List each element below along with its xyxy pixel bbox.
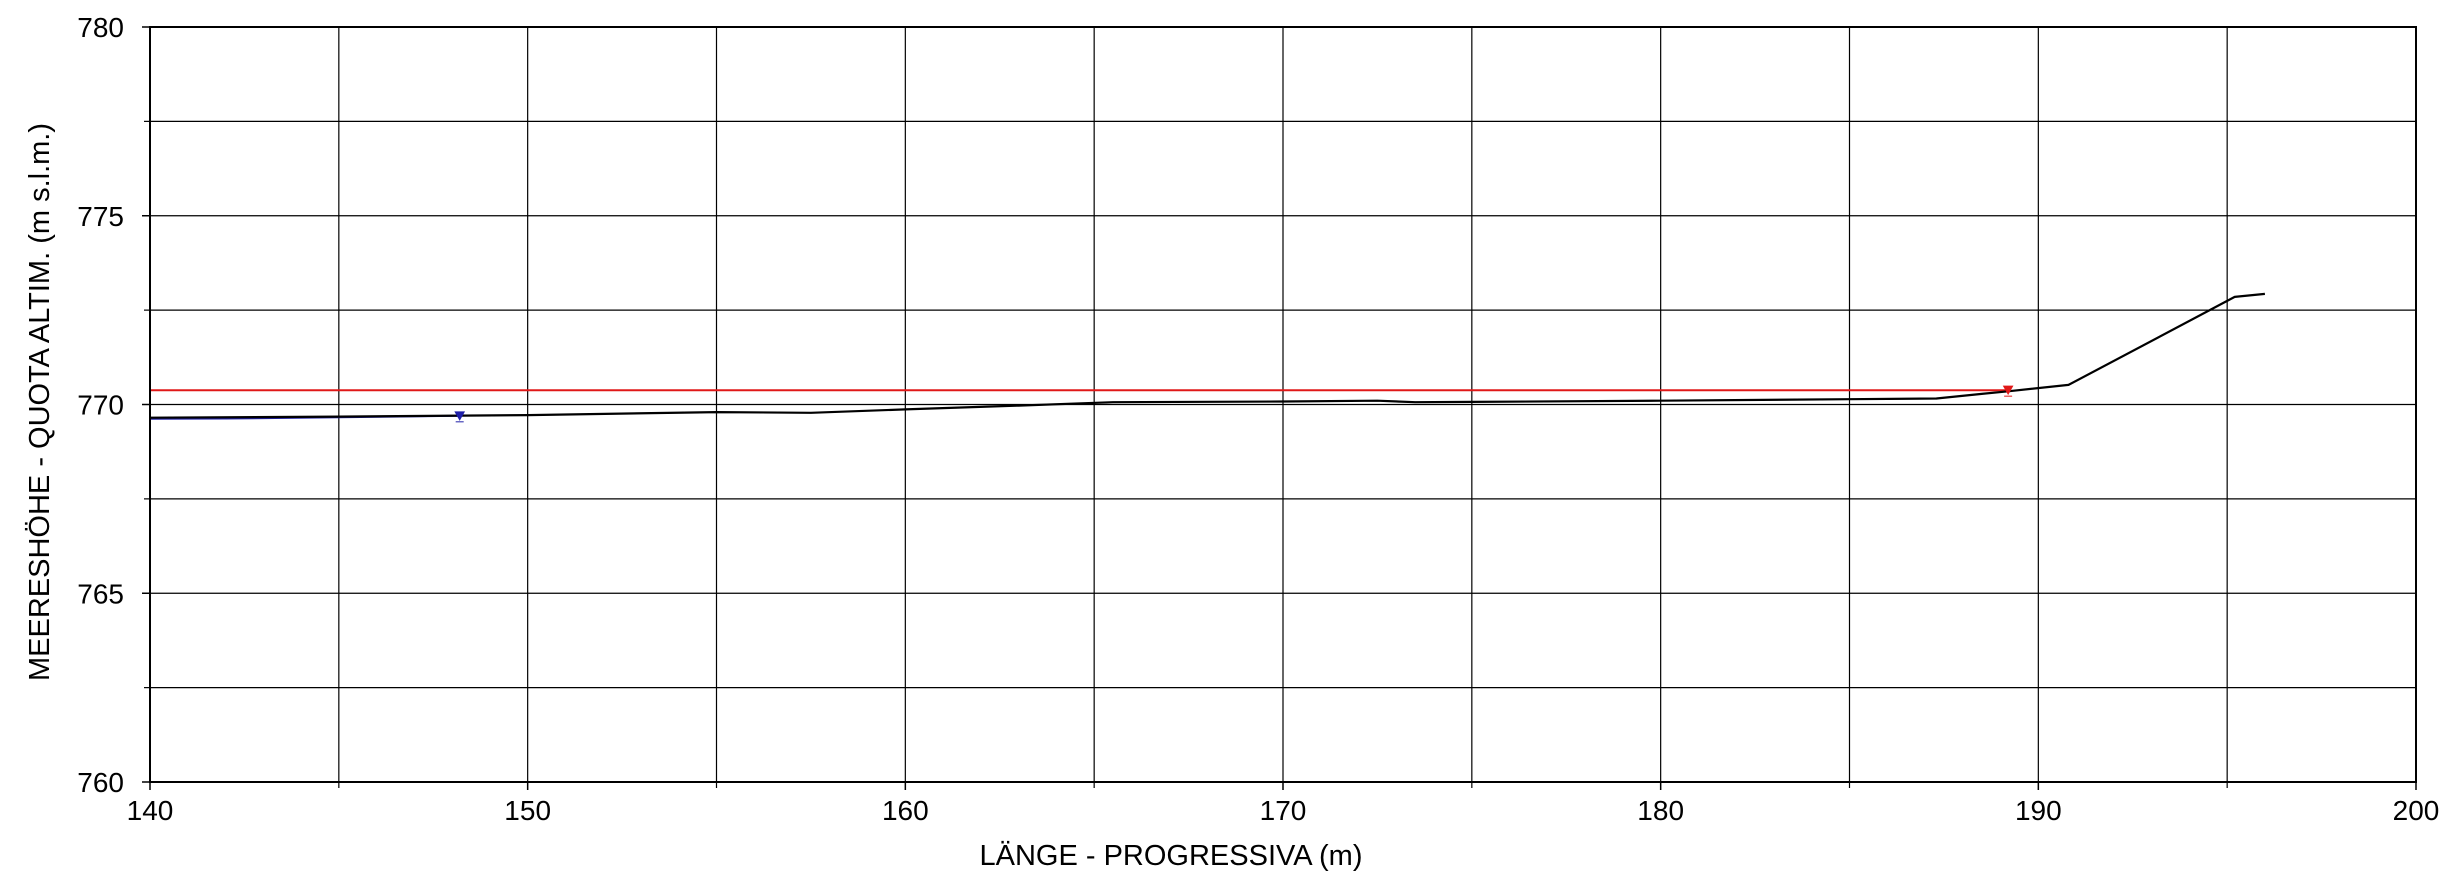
y-tick-label: 770: [77, 390, 124, 421]
grid: [150, 27, 2416, 782]
y-tick-label: 765: [77, 578, 124, 609]
y-axis-title: MEERESHÖHE - QUOTA ALTIM. (m s.l.m.): [24, 123, 56, 681]
x-tick-label: 190: [2015, 795, 2062, 826]
y-tick-label: 780: [77, 12, 124, 43]
x-tick-label: 180: [1637, 795, 1684, 826]
plot-area: [149, 292, 2266, 423]
x-axis-title: LÄNGE - PROGRESSIVA (m): [980, 840, 1363, 872]
y-tick-label: 760: [77, 767, 124, 798]
axes: 140 150 160 170 180 190 200 760 765 770 775 780: [77, 12, 2439, 826]
x-tick-label: 160: [882, 795, 929, 826]
x-tick-label: 150: [504, 795, 551, 826]
marker-triangle: [2002, 385, 2014, 396]
series-line: [149, 292, 2266, 419]
x-tick-label: 200: [2393, 795, 2440, 826]
x-tick-label: 170: [1260, 795, 1307, 826]
y-tick-label: 775: [77, 201, 124, 232]
x-tick-label: 140: [127, 795, 174, 826]
marker-triangle: [454, 411, 466, 421]
